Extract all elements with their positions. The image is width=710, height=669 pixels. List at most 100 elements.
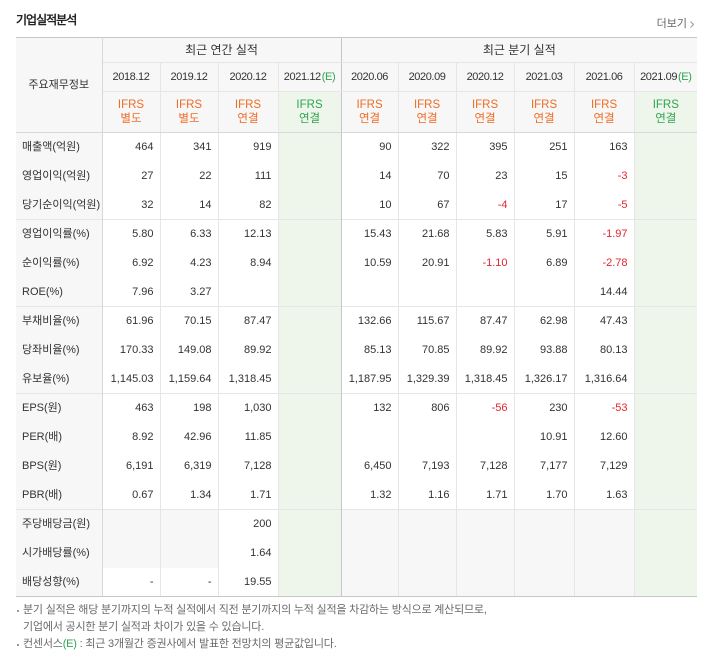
value-text: 6,319 bbox=[183, 460, 212, 472]
value-text: 341 bbox=[193, 141, 212, 154]
value-cell bbox=[277, 248, 342, 278]
value-text: -53 bbox=[611, 402, 628, 415]
value-text: 7,128 bbox=[480, 460, 508, 472]
value-cell bbox=[340, 538, 399, 568]
value-text: 61.96 bbox=[125, 315, 154, 328]
value-cell bbox=[633, 509, 698, 539]
value-text: 14 bbox=[199, 198, 212, 211]
value-cell bbox=[633, 132, 698, 162]
value-cell bbox=[513, 538, 575, 568]
value-cell: 1,159.64 bbox=[159, 364, 218, 394]
table-row: 주당배당금(원) 200 bbox=[16, 509, 698, 539]
metric-label: 시가배당률(%) bbox=[16, 538, 103, 568]
value-text: 7,193 bbox=[422, 460, 450, 472]
value-cell: 132.66 bbox=[340, 306, 399, 336]
value-text: 3.27 bbox=[190, 285, 212, 298]
value-cell: 87.47 bbox=[455, 306, 515, 336]
value-cell: 111 bbox=[217, 161, 278, 191]
value-text: 8.92 bbox=[132, 431, 154, 443]
value-cell: 19.55 bbox=[217, 567, 278, 597]
value-cell: 919 bbox=[217, 132, 278, 162]
value-cell: 80.13 bbox=[573, 335, 635, 365]
value-cell: 251 bbox=[513, 132, 575, 162]
value-text: 1,318.45 bbox=[464, 372, 508, 385]
value-cell: 89.92 bbox=[455, 335, 515, 365]
value-text: -3 bbox=[617, 170, 628, 182]
period-label: 2020.12 bbox=[466, 71, 504, 83]
value-cell: 27 bbox=[101, 161, 160, 191]
value-cell bbox=[101, 509, 160, 539]
table-row: 영업이익(억원) 27 22 111 14 70 23 15 -3 bbox=[16, 161, 698, 191]
value-text: 198 bbox=[193, 402, 212, 415]
scope-label: 연결 bbox=[474, 113, 496, 125]
value-cell bbox=[159, 538, 218, 568]
value-text: 5.91 bbox=[546, 228, 568, 241]
value-cell bbox=[277, 161, 342, 191]
value-cell bbox=[277, 277, 342, 307]
value-cell bbox=[277, 393, 342, 423]
table-row: PBR(배) 0.67 1.34 1.71 1.32 1.16 1.71 1.70 1.63 bbox=[16, 480, 698, 510]
scope-label: 연결 bbox=[298, 113, 321, 125]
bullet-icon bbox=[17, 644, 19, 646]
value-text: 1,030 bbox=[243, 402, 272, 415]
basis-label: IFRS bbox=[117, 99, 145, 111]
value-cell: 6.33 bbox=[159, 219, 218, 249]
value-cell bbox=[633, 538, 698, 568]
footnote-quarterly: 분기 실적은 해당 분기까지의 누적 실적에서 직전 분기까지의 누적 실적을 … bbox=[16, 602, 697, 619]
accounting-basis-header: IFRS 연결 bbox=[397, 91, 457, 133]
value-text: 149.08 bbox=[177, 344, 212, 356]
table-row: 배당성향(%) - - 19.55 bbox=[16, 567, 698, 597]
table-row: 매출액(억원) 464 341 919 90 322 395 251 163 bbox=[16, 132, 698, 162]
value-text: 89.92 bbox=[480, 344, 508, 356]
basis-label: IFRS bbox=[590, 99, 618, 111]
value-text: -56 bbox=[491, 402, 508, 415]
table-row: ROE(%) 7.96 3.27 14.44 bbox=[16, 277, 698, 307]
basis-label: IFRS bbox=[356, 99, 383, 111]
value-text: -2.78 bbox=[602, 257, 628, 269]
chevron-right-icon bbox=[690, 21, 694, 28]
value-cell: - bbox=[101, 567, 160, 597]
value-text: 80.13 bbox=[600, 344, 628, 356]
value-cell: 62.98 bbox=[513, 306, 575, 336]
value-text: 464 bbox=[135, 141, 154, 154]
value-cell: 170.33 bbox=[101, 335, 160, 365]
value-cell: 61.96 bbox=[101, 306, 160, 336]
value-cell: 3.27 bbox=[159, 277, 218, 307]
value-cell: 1,187.95 bbox=[340, 364, 399, 394]
period-label: 2021.12 bbox=[283, 71, 321, 83]
value-cell: 198 bbox=[159, 393, 218, 423]
value-cell bbox=[633, 335, 698, 365]
value-cell bbox=[277, 538, 342, 568]
value-text: 10.59 bbox=[364, 257, 392, 269]
value-text: 1,326.17 bbox=[524, 372, 568, 385]
value-cell bbox=[573, 567, 635, 597]
metric-label: 주당배당금(원) bbox=[16, 509, 103, 539]
accounting-basis-header: IFRS 연결 bbox=[277, 91, 342, 133]
scope-label: 연결 bbox=[358, 113, 381, 125]
value-cell: 132 bbox=[340, 393, 399, 423]
value-cell: 5.91 bbox=[513, 219, 575, 249]
value-text: 1.16 bbox=[428, 488, 450, 501]
value-text: 1.32 bbox=[370, 488, 392, 501]
table-row: EPS(원) 463 198 1,030 132 806 -56 230 -53 bbox=[16, 393, 698, 423]
value-cell: 6,191 bbox=[101, 451, 160, 481]
period-label: 2021.09 bbox=[640, 71, 678, 83]
scope-label: 연결 bbox=[593, 113, 615, 125]
basis-label: IFRS bbox=[175, 99, 203, 111]
value-text: 70 bbox=[437, 170, 450, 182]
value-cell: 89.92 bbox=[217, 335, 278, 365]
value-text: 11.85 bbox=[244, 431, 272, 443]
value-text: 1.63 bbox=[606, 488, 628, 501]
metric-label: 당기순이익(억원) bbox=[16, 190, 103, 220]
value-cell bbox=[633, 306, 698, 336]
value-cell bbox=[397, 538, 457, 568]
more-link[interactable]: 더보기 bbox=[657, 17, 694, 32]
value-cell bbox=[633, 567, 698, 597]
value-cell bbox=[217, 277, 278, 307]
value-text: 90 bbox=[379, 141, 392, 154]
value-text: 6.33 bbox=[190, 228, 212, 241]
value-cell: 10 bbox=[340, 190, 399, 220]
value-text: 7,129 bbox=[600, 460, 628, 472]
value-text: 5.83 bbox=[486, 228, 508, 241]
period-label: 2020.06 bbox=[351, 71, 389, 83]
